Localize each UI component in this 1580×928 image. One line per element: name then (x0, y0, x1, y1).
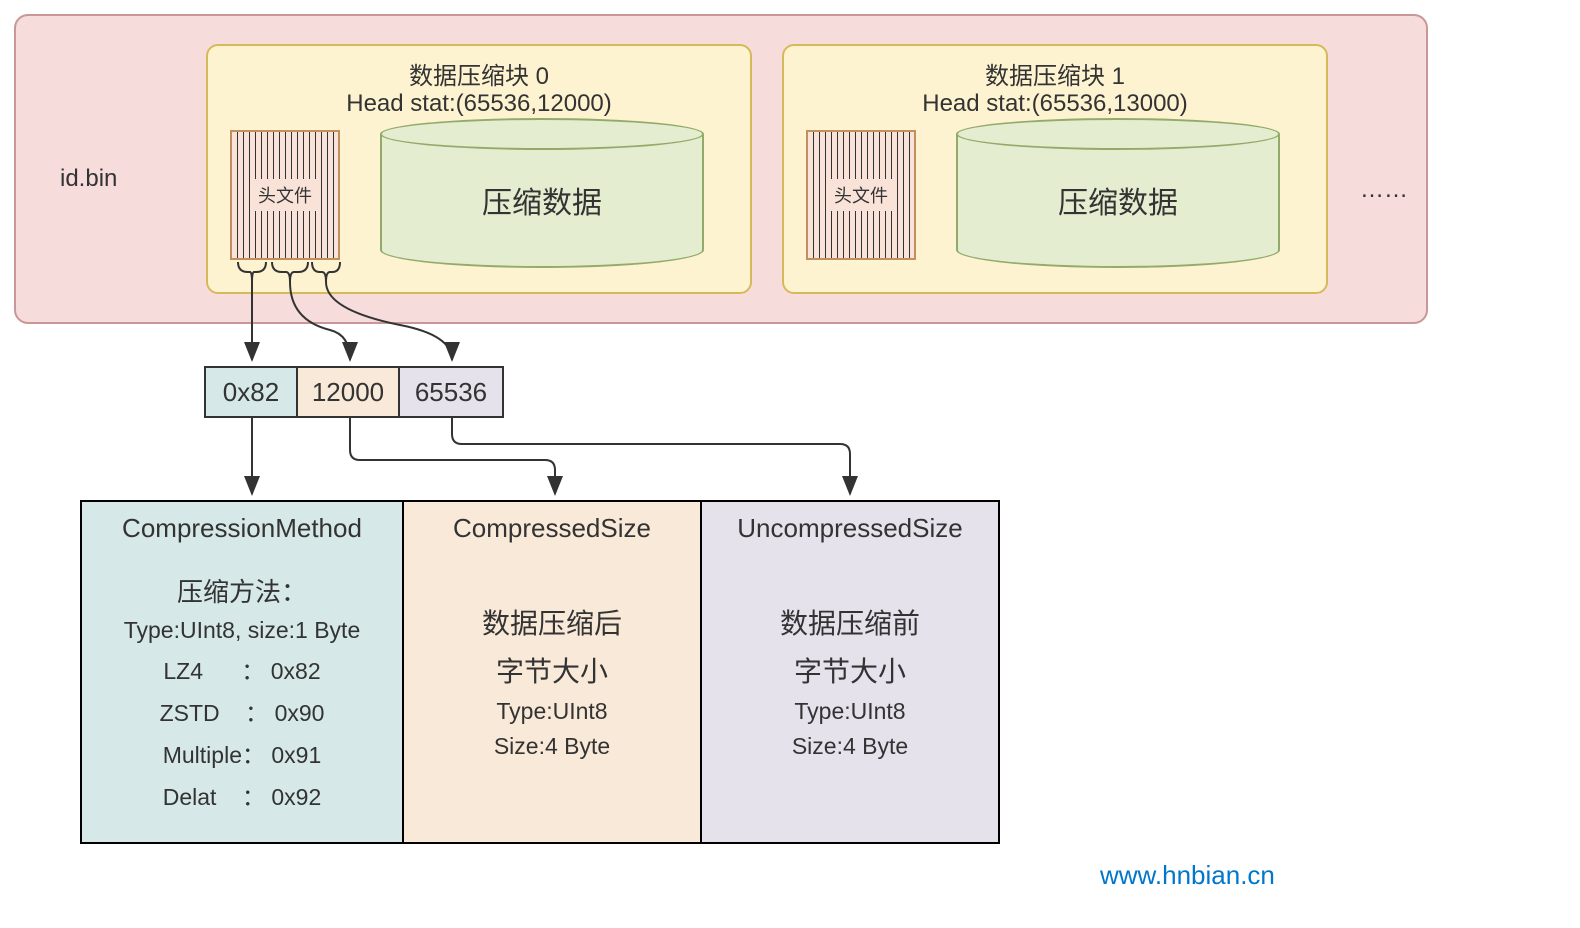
col0-type: Type:UInt8, size:1 Byte (82, 617, 402, 644)
col2-type: Type:UInt8 (702, 698, 998, 725)
col0-row-1: ZSTD ： 0x90 (82, 694, 402, 728)
col1-line1: 数据压缩后 (404, 602, 700, 642)
cylinder-label: 压缩数据 (482, 178, 602, 222)
header-file-label: 头文件 (830, 179, 892, 211)
cell-uncompressed-size: 65536 (398, 366, 504, 418)
compressed-data-cylinder-0: 压缩数据 (380, 118, 704, 268)
block-0-headstat: Head stat:(65536,12000) (208, 90, 750, 118)
col1-type: Type:UInt8 (404, 698, 700, 725)
col2-line2: 字节大小 (702, 650, 998, 690)
table-header-compressed-size: CompressedSize (402, 500, 702, 556)
col0-row-3: Delat ： 0x92 (82, 778, 402, 812)
compressed-data-cylinder-1: 压缩数据 (956, 118, 1280, 268)
col1-size: Size:4 Byte (404, 733, 700, 760)
block-0-title: 数据压缩块 0 (208, 56, 750, 91)
table-header-uncompressed-size: UncompressedSize (700, 500, 1000, 556)
cell-compression-method: 0x82 (204, 366, 298, 418)
header-file-label: 头文件 (254, 179, 316, 211)
cell-compressed-size: 12000 (296, 366, 400, 418)
col1-line2: 字节大小 (404, 650, 700, 690)
header-file-1: 头文件 (806, 130, 916, 260)
file-label: id.bin (60, 165, 117, 193)
col2-size: Size:4 Byte (702, 733, 998, 760)
ellipsis: …… (1360, 176, 1408, 204)
watermark-link: www.hnbian.cn (1100, 860, 1275, 891)
table-body-compression-method: 压缩方法： Type:UInt8, size:1 Byte LZ4 ： 0x82… (80, 554, 404, 844)
col0-title: 压缩方法： (82, 572, 402, 609)
table-header-compression-method: CompressionMethod (80, 500, 404, 556)
col0-row-0: LZ4 ： 0x82 (82, 652, 402, 686)
block-1-headstat: Head stat:(65536,13000) (784, 90, 1326, 118)
col2-line1: 数据压缩前 (702, 602, 998, 642)
block-1-title: 数据压缩块 1 (784, 56, 1326, 91)
table-body-uncompressed-size: 数据压缩前 字节大小 Type:UInt8 Size:4 Byte (700, 554, 1000, 844)
col0-row-2: Multiple： 0x91 (82, 736, 402, 770)
header-file-0: 头文件 (230, 130, 340, 260)
table-body-compressed-size: 数据压缩后 字节大小 Type:UInt8 Size:4 Byte (402, 554, 702, 844)
cylinder-label: 压缩数据 (1058, 178, 1178, 222)
